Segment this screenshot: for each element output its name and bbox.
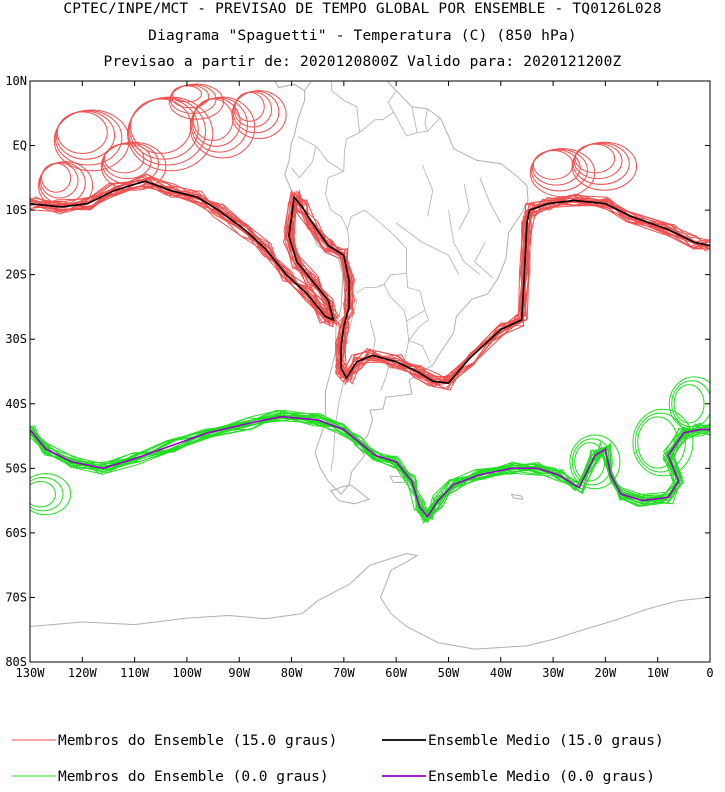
latitude-axis: 10N EQ 10S 20S 30S 40S 50S 60S 70S 80S — [5, 74, 710, 669]
member-line-15c — [30, 184, 710, 379]
map-plot-area — [30, 81, 710, 650]
ensemble-mean-0c-line — [30, 415, 710, 519]
member-line-0c — [32, 415, 707, 523]
member-blob-0c — [671, 380, 710, 428]
member-blob-15c — [573, 142, 623, 180]
member-blob-0c — [634, 412, 686, 473]
lat-tick-label: EQ — [13, 139, 27, 153]
lon-tick-label: 50W — [438, 666, 460, 680]
member-blob-15c — [231, 90, 287, 140]
member-blob-0c — [571, 438, 613, 486]
member-blob-0c — [569, 434, 621, 490]
header-title-line1: CPTEC/INPE/MCT - PREVISAO DE TEMPO GLOBA… — [63, 1, 662, 17]
member-blob-15c — [529, 148, 596, 198]
legend-label: Ensemble Medio (15.0 graus) — [428, 733, 664, 749]
country-border — [404, 321, 410, 362]
header-title-line2: Diagrama "Spaguetti" - Temperatura (C) (… — [148, 28, 577, 44]
member-blob-0c — [30, 480, 56, 508]
lon-tick-label: 30W — [542, 666, 564, 680]
lat-tick-label: 10N — [5, 74, 27, 88]
country-border — [315, 145, 345, 172]
member-blob-0c — [668, 376, 710, 432]
member-blob-0c — [30, 477, 64, 512]
member-blob-15c — [571, 141, 638, 191]
south-america-coastline — [284, 81, 529, 495]
country-border — [346, 209, 407, 294]
country-border — [383, 273, 426, 322]
lon-tick-label: 40W — [490, 666, 512, 680]
country-border — [408, 310, 431, 364]
country-border — [330, 81, 360, 133]
antarctica-coastline — [30, 552, 710, 650]
ensemble-members-15c — [30, 83, 710, 391]
central-america-coastline — [274, 81, 305, 92]
lon-tick-label: 70W — [333, 666, 355, 680]
legend-label: Membros do Ensemble (0.0 graus) — [58, 769, 329, 785]
longitude-axis: 130W 120W 110W 100W 90W 80W 70W 60W 50W 40W 30W 20W… — [16, 81, 714, 680]
member-blob-15c — [128, 97, 207, 166]
legend: Membros do Ensemble (15.0 graus) Ensemble… — [12, 733, 664, 785]
member-blob-0c — [30, 473, 72, 516]
country-border — [411, 106, 418, 133]
ensemble-members-0c — [30, 376, 710, 524]
lon-tick-label: 60W — [385, 666, 407, 680]
member-blob-15c — [102, 142, 152, 180]
country-border — [297, 136, 317, 147]
south-georgia-coastline — [510, 493, 524, 500]
country-border — [458, 184, 470, 230]
lon-tick-label: 100W — [172, 666, 202, 680]
country-border — [479, 177, 502, 224]
lat-tick-label: 20S — [5, 268, 27, 282]
member-blob-15c — [169, 84, 217, 114]
lat-tick-label: 50S — [5, 461, 27, 475]
lon-tick-label: 20W — [595, 666, 617, 680]
country-border — [291, 146, 317, 179]
lat-tick-label: 30S — [5, 332, 27, 346]
country-border — [474, 242, 494, 279]
legend-label: Membros do Ensemble (15.0 graus) — [58, 733, 337, 749]
header-title-line3: Previsao a partir de: 2020120800Z Valido… — [103, 54, 622, 70]
member-blob-0c — [632, 408, 694, 477]
coastline-layer — [30, 81, 710, 650]
country-border — [448, 210, 481, 276]
ensemble-mean-15c-line — [30, 180, 710, 384]
legend-label: Ensemble Medio (0.0 graus) — [428, 769, 655, 785]
lon-tick-label: 130W — [16, 666, 46, 680]
lon-tick-label: 0 — [706, 666, 713, 680]
lat-tick-label: 70S — [5, 590, 27, 604]
member-blob-15c — [572, 142, 630, 185]
member-blob-0c — [673, 384, 705, 424]
member-blob-15c — [168, 83, 224, 120]
country-border — [421, 164, 434, 217]
lat-tick-label: 80S — [5, 655, 27, 669]
member-blob-15c — [530, 148, 588, 192]
member-blob-15c — [101, 142, 160, 185]
member-line-15c — [30, 185, 708, 383]
lon-tick-label: 120W — [68, 666, 98, 680]
member-line-15c — [34, 183, 708, 384]
tierra-del-fuego-coastline — [329, 484, 371, 505]
member-blob-15c — [127, 96, 214, 172]
country-border — [424, 108, 428, 132]
member-blob-15c — [53, 109, 130, 172]
member-blob-15c — [55, 110, 116, 160]
member-blob-15c — [54, 110, 123, 166]
lon-tick-label: 90W — [228, 666, 250, 680]
member-blob-0c — [574, 442, 606, 482]
lat-tick-label: 60S — [5, 526, 27, 540]
lat-tick-label: 40S — [5, 397, 27, 411]
member-blob-15c — [100, 141, 167, 191]
country-border — [395, 222, 460, 275]
member-blob-15c — [129, 97, 199, 160]
map-frame — [29, 80, 711, 663]
country-border — [343, 90, 397, 172]
member-line-0c — [30, 409, 710, 514]
lat-tick-label: 10S — [5, 203, 27, 217]
member-blob-15c — [38, 161, 94, 211]
country-border — [325, 171, 348, 230]
lon-tick-label: 10W — [647, 666, 669, 680]
lon-tick-label: 110W — [120, 666, 150, 680]
lon-tick-label: 80W — [281, 666, 303, 680]
